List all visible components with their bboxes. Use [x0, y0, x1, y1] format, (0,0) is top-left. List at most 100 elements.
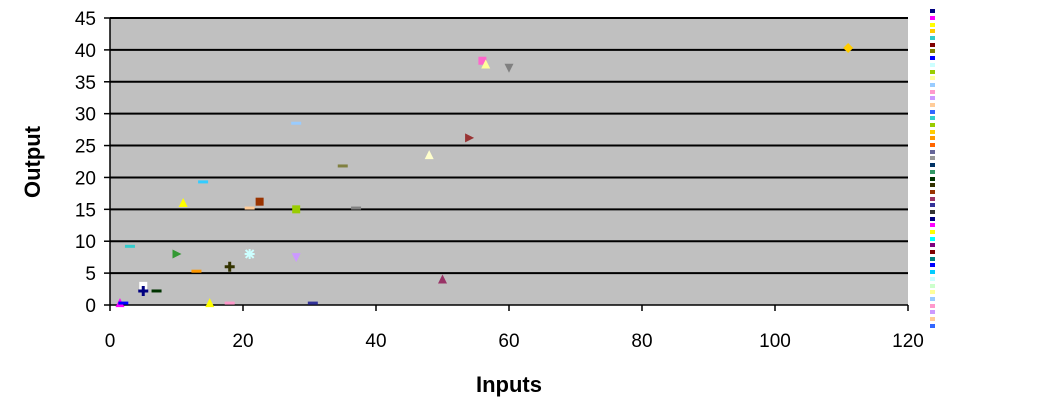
legend-entry	[930, 75, 1048, 82]
legend-swatch	[930, 209, 935, 214]
y-tick-label: 45	[75, 9, 96, 30]
legend-entry	[930, 209, 1048, 216]
legend-entry	[930, 235, 1048, 242]
legend-entry	[930, 169, 1048, 176]
legend	[930, 8, 1048, 343]
legend-swatch	[930, 116, 935, 121]
legend-swatch	[930, 223, 935, 228]
legend-swatch	[930, 250, 935, 255]
legend-swatch	[930, 310, 935, 315]
data-point	[205, 298, 215, 308]
legend-entry	[930, 142, 1048, 149]
y-tick-label: 20	[75, 168, 96, 189]
legend-entry	[930, 182, 1048, 189]
x-axis-title: Inputs	[476, 372, 542, 397]
legend-swatch	[930, 9, 935, 14]
y-tick-label: 10	[75, 232, 96, 253]
legend-swatch	[930, 76, 935, 81]
legend-entry	[930, 128, 1048, 135]
legend-entry	[930, 62, 1048, 69]
legend-swatch	[930, 149, 935, 154]
legend-swatch	[930, 283, 935, 288]
legend-entry	[930, 222, 1048, 229]
legend-swatch	[930, 129, 935, 134]
legend-swatch	[930, 296, 935, 301]
data-point	[139, 281, 148, 290]
legend-entry	[930, 55, 1048, 62]
y-tick-label: 30	[75, 105, 96, 126]
data-point	[424, 150, 434, 160]
legend-swatch	[930, 56, 935, 61]
data-point	[438, 274, 447, 284]
legend-entry	[930, 35, 1048, 42]
data-point	[244, 206, 255, 210]
legend-swatch	[930, 136, 935, 141]
legend-entry	[930, 242, 1048, 249]
legend-swatch	[930, 143, 935, 148]
legend-swatch	[930, 29, 935, 34]
x-tick-label: 60	[498, 331, 519, 352]
data-point	[337, 164, 348, 168]
legend-swatch	[930, 196, 935, 201]
legend-entry	[930, 82, 1048, 89]
legend-entry	[930, 108, 1048, 115]
legend-swatch	[930, 276, 935, 281]
legend-entry	[930, 249, 1048, 256]
legend-entry	[930, 322, 1048, 329]
legend-entry	[930, 68, 1048, 75]
legend-swatch	[930, 236, 935, 241]
legend-entry	[930, 155, 1048, 162]
legend-swatch	[930, 176, 935, 181]
legend-swatch	[930, 189, 935, 194]
legend-swatch	[930, 69, 935, 74]
data-point	[478, 56, 487, 65]
y-tick-label: 40	[75, 41, 96, 62]
legend-entry	[930, 41, 1048, 48]
legend-entry	[930, 262, 1048, 269]
legend-entry	[930, 95, 1048, 102]
legend-swatch	[930, 290, 935, 295]
data-point	[198, 180, 209, 184]
legend-entry	[930, 189, 1048, 196]
legend-swatch	[930, 203, 935, 208]
legend-entry	[930, 229, 1048, 236]
data-point	[138, 285, 149, 296]
legend-swatch	[930, 270, 935, 275]
y-tick-label: 35	[75, 73, 96, 94]
data-point	[191, 269, 202, 273]
legend-swatch	[930, 323, 935, 328]
legend-swatch	[930, 169, 935, 174]
legend-swatch	[930, 36, 935, 41]
legend-entry	[930, 215, 1048, 222]
data-point	[504, 63, 514, 73]
legend-entry	[930, 148, 1048, 155]
gridlines	[110, 17, 908, 275]
y-tick-label: 15	[75, 200, 96, 221]
x-tick-label: 20	[232, 331, 253, 352]
legend-swatch	[930, 230, 935, 235]
legend-swatch	[930, 156, 935, 161]
x-tick-label: 0	[105, 331, 116, 352]
legend-entry	[930, 115, 1048, 122]
y-tick-label: 0	[85, 296, 96, 317]
legend-entry	[930, 88, 1048, 95]
legend-entry	[930, 28, 1048, 35]
data-point	[172, 249, 182, 259]
legend-swatch	[930, 109, 935, 114]
legend-swatch	[930, 243, 935, 248]
legend-entry	[930, 175, 1048, 182]
x-tick-labels: 0 20 40 60 80 100 120	[105, 331, 924, 352]
data-point	[292, 205, 301, 214]
data-point	[291, 121, 302, 125]
legend-swatch	[930, 183, 935, 188]
data-point	[124, 244, 135, 248]
data-point	[224, 301, 235, 305]
legend-entry	[930, 302, 1048, 309]
data-points	[115, 42, 854, 308]
legend-swatch	[930, 123, 935, 128]
legend-swatch	[930, 89, 935, 94]
data-point	[224, 261, 235, 272]
legend-swatch	[930, 263, 935, 268]
legend-swatch	[930, 163, 935, 168]
y-tick-labels: 0 5 10 15 20 25 30 35 40 45	[75, 9, 96, 317]
